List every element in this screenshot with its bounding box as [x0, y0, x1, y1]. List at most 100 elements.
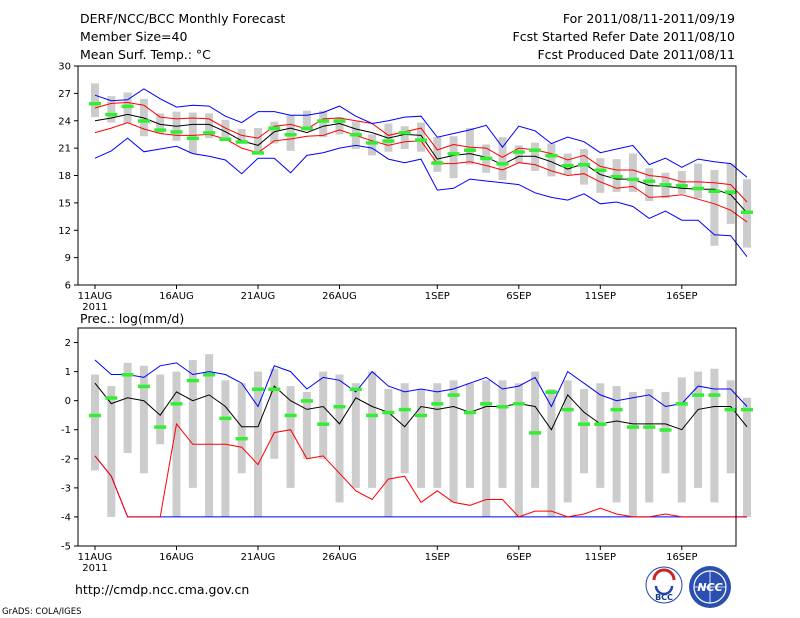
x-tick-label: 6SEP: [506, 291, 531, 302]
observation-marker: [431, 161, 444, 165]
y-tick-label: 27: [58, 89, 71, 100]
spread-box: [400, 126, 409, 150]
series-mean-line: [94, 113, 748, 214]
spread-box: [237, 383, 246, 474]
observation-marker: [170, 402, 183, 406]
spread-box: [417, 389, 425, 488]
series-mean-line: [94, 382, 748, 431]
x-tick-label: 16SEP: [666, 552, 697, 563]
spread-box: [465, 383, 474, 488]
spread-box: [368, 134, 377, 156]
spread-box: [254, 371, 262, 517]
spread-box: [498, 137, 507, 181]
spread-box: [514, 145, 523, 163]
y-tick-label: 12: [58, 226, 71, 237]
y-tick-label: 15: [58, 198, 71, 209]
x-tick-label: 11AUG: [78, 291, 113, 302]
spread-box: [547, 389, 556, 517]
spread-box: [91, 374, 99, 471]
observation-marker: [203, 131, 216, 135]
observation-marker: [268, 387, 281, 392]
observation-marker: [659, 428, 672, 432]
observation-marker: [284, 413, 297, 418]
spread-box: [628, 391, 637, 517]
observation-marker: [561, 163, 574, 168]
observation-marker: [692, 186, 705, 191]
spread-box: [188, 112, 197, 154]
observation-marker: [300, 126, 313, 131]
spread-box: [107, 386, 116, 517]
observation-marker: [561, 407, 574, 412]
observation-marker: [578, 422, 590, 426]
observation-marker: [463, 410, 476, 415]
observation-marker: [708, 393, 721, 397]
spread-box: [107, 96, 116, 123]
observation-marker: [398, 131, 411, 135]
observation-marker: [741, 210, 753, 214]
observation-marker: [121, 373, 134, 377]
x-tick-label: 26AUG: [322, 552, 357, 563]
observation-marker: [496, 162, 509, 166]
bcc-logo: BCC: [645, 566, 683, 604]
started-date: Fcst Started Refer Date 2011/08/10: [513, 29, 736, 44]
observation-marker: [626, 177, 639, 182]
y-tick-label: -1: [61, 425, 71, 436]
spread-box: [677, 377, 686, 503]
spread-box: [156, 374, 165, 445]
observation-marker: [415, 138, 427, 142]
source-url[interactable]: http://cmdp.ncc.cma.gov.cn: [75, 582, 249, 597]
bcc-logo-text: BCC: [655, 593, 673, 602]
observation-marker: [675, 184, 688, 188]
spread-box: [694, 163, 703, 199]
observation-marker: [512, 402, 525, 406]
y-tick-label: 21: [58, 144, 71, 155]
y-tick-label: -3: [61, 483, 71, 494]
member-size: Member Size=40: [80, 29, 187, 44]
observation-marker: [447, 393, 460, 397]
observation-marker: [300, 399, 313, 403]
x-tick-label: 11SEP: [585, 291, 616, 302]
spread-box: [319, 371, 328, 459]
observation-marker: [496, 404, 509, 409]
observation-marker: [610, 174, 623, 179]
observation-marker: [529, 431, 542, 435]
observation-marker: [186, 378, 199, 383]
header-title: DERF/NCC/BCC Monthly Forecast: [80, 11, 285, 26]
observation-marker: [724, 407, 737, 412]
y-tick-label: -5: [61, 542, 71, 553]
x-tick-label: 26AUG: [322, 291, 357, 302]
plot-frame: [77, 327, 737, 547]
y-tick-label: 24: [58, 116, 71, 127]
observation-marker: [121, 104, 134, 109]
spread-box: [596, 158, 605, 193]
observation-marker: [137, 384, 150, 389]
observation-marker: [349, 132, 362, 137]
spread-box: [172, 371, 181, 517]
spread-box: [139, 365, 148, 474]
observation-marker: [643, 179, 656, 183]
observation-marker: [154, 128, 167, 132]
observation-marker: [284, 132, 297, 137]
spread-box: [547, 143, 556, 177]
spread-box: [254, 128, 262, 152]
spread-box: [726, 380, 735, 474]
observation-marker: [203, 373, 216, 377]
series-min-line: [94, 137, 748, 258]
observation-marker: [89, 101, 101, 106]
x-tick-label: 21AUG: [241, 552, 276, 563]
observation-marker: [333, 404, 346, 409]
grads-credit: GrADS: COLA/IGES: [2, 607, 82, 617]
series-max-line: [94, 88, 748, 178]
ncc-logo: NCC: [689, 566, 731, 608]
observation-marker: [333, 119, 346, 123]
spread-box: [91, 83, 99, 118]
y-tick-label: 1: [65, 367, 71, 378]
observation-marker: [219, 416, 232, 421]
spread-box: [710, 170, 719, 246]
x-year-label: 2011: [82, 563, 107, 574]
observation-marker: [741, 407, 753, 412]
x-tick-label: 16SEP: [666, 291, 697, 302]
x-tick-label: 16AUG: [159, 552, 194, 563]
spread-box: [531, 371, 540, 488]
